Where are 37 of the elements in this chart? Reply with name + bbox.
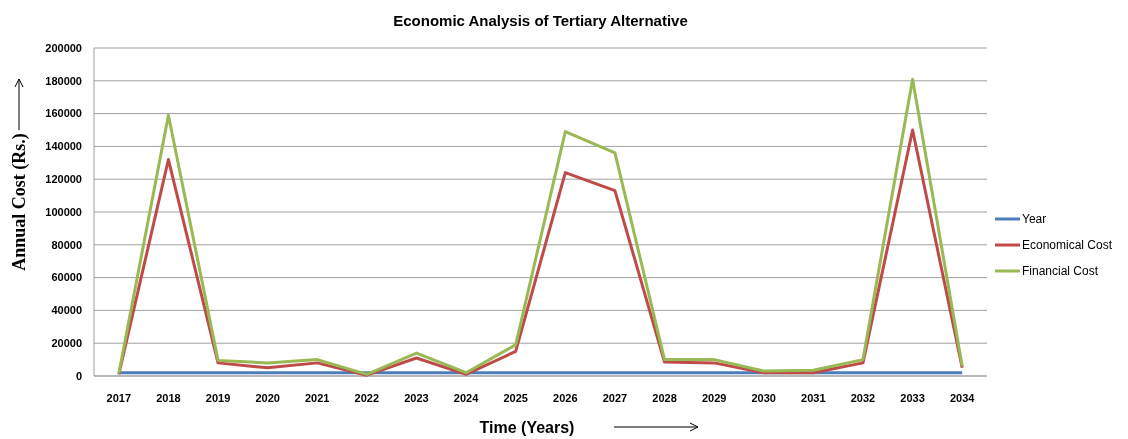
x-tick-label: 2021 (305, 392, 330, 404)
y-tick-label: 140000 (45, 140, 82, 153)
x-tick-label: 2030 (751, 392, 776, 404)
y-tick-label: 40000 (51, 304, 82, 317)
y-tick-label: 100000 (45, 205, 82, 218)
legend-label: Year (1022, 212, 1047, 227)
x-tick-label: 2031 (801, 392, 826, 404)
y-tick-label: 60000 (51, 271, 82, 284)
line-series (117, 128, 964, 377)
x-tick-label: 2023 (404, 392, 429, 404)
x-tick-label: 2029 (701, 392, 727, 404)
x-tick-label: 2019 (205, 392, 231, 404)
chart-title: Economic Analysis of Tertiary Alternative (393, 12, 688, 29)
x-tick-label: 2020 (255, 392, 280, 404)
y-tick-label: 0 (75, 369, 82, 382)
x-tick-label: 2027 (602, 392, 628, 404)
x-tick-label: 2022 (354, 392, 380, 404)
x-axis-title: Time (Years) (479, 419, 575, 436)
x-tick-label: 2034 (949, 392, 976, 404)
x-tick-label: 2018 (156, 392, 181, 404)
y-tick-label: 80000 (51, 238, 82, 251)
y-tick-label: 180000 (45, 74, 82, 87)
x-tick-label: 2026 (553, 392, 578, 404)
y-tick-label: 200000 (45, 41, 82, 54)
x-tick-label: 2028 (652, 392, 677, 404)
x-tick-label: 2025 (503, 392, 528, 404)
y-tick-label: 120000 (45, 173, 82, 186)
x-tick-label: 2033 (900, 392, 925, 404)
y-axis-title: Annual Cost (Rs.) (9, 133, 30, 271)
legend-label: Economical Cost (1022, 238, 1113, 253)
x-tick-label: 2024 (453, 392, 480, 404)
y-tick-label: 20000 (51, 337, 82, 350)
line-series (117, 77, 964, 376)
legend-label: Financial Cost (1022, 264, 1099, 279)
x-tick-label: 2032 (850, 392, 876, 404)
y-tick-label: 160000 (45, 107, 82, 120)
x-tick-label: 2017 (106, 392, 132, 404)
